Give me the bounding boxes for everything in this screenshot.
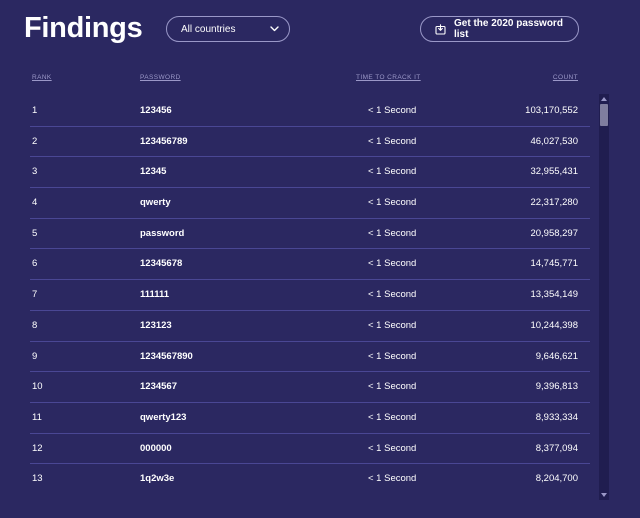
password-cell: 12345678: [140, 258, 183, 270]
chevron-down-icon: [269, 24, 279, 34]
table-row: 5 password < 1 Second 20,958,297: [30, 219, 590, 250]
table-body: 1 123456 < 1 Second 103,170,552 2 123456…: [30, 96, 590, 494]
count-cell: 103,170,552: [525, 105, 578, 116]
password-cell: 123456789: [140, 135, 188, 147]
rank-cell: 6: [32, 258, 38, 270]
download-icon: [435, 23, 446, 35]
table-header: Rank Password Time to crack it Count: [30, 66, 590, 96]
rank-cell: 11: [32, 411, 42, 423]
count-cell: 14,745,771: [530, 258, 578, 270]
time-cell: < 1 Second: [368, 135, 417, 147]
password-cell: 000000: [140, 442, 172, 454]
column-header-time[interactable]: Time to crack it: [356, 74, 421, 81]
table-row: 9 1234567890 < 1 Second 9,646,621: [30, 342, 590, 373]
findings-table: Rank Password Time to crack it Count 1 1…: [30, 66, 590, 494]
count-cell: 9,396,813: [535, 381, 578, 393]
column-header-rank[interactable]: Rank: [32, 74, 52, 81]
get-password-list-button[interactable]: Get the 2020 password list: [420, 16, 579, 42]
table-row: 1 123456 < 1 Second 103,170,552: [30, 96, 590, 127]
rank-cell: 5: [32, 227, 38, 239]
count-cell: 32,955,431: [530, 166, 578, 178]
count-cell: 8,377,094: [535, 442, 578, 454]
time-cell: < 1 Second: [368, 105, 417, 116]
password-cell: 123123: [140, 319, 172, 331]
time-cell: < 1 Second: [368, 289, 417, 301]
table-row: 12 000000 < 1 Second 8,377,094: [30, 434, 590, 465]
count-cell: 9,646,621: [535, 350, 578, 362]
password-cell: qwerty: [140, 197, 171, 209]
table-row: 2 123456789 < 1 Second 46,027,530: [30, 127, 590, 158]
table-row: 13 1q2w3e < 1 Second 8,204,700: [30, 464, 590, 494]
column-header-count[interactable]: Count: [552, 74, 578, 81]
password-cell: password: [140, 227, 185, 239]
country-select-value: All countries: [181, 23, 236, 35]
password-cell: 123456: [140, 105, 172, 116]
get-password-list-label: Get the 2020 password list: [454, 18, 563, 40]
count-cell: 20,958,297: [530, 227, 578, 239]
table-row: 4 qwerty < 1 Second 22,317,280: [30, 188, 590, 219]
count-cell: 10,244,398: [530, 319, 578, 331]
time-cell: < 1 Second: [368, 473, 417, 485]
time-cell: < 1 Second: [368, 197, 417, 209]
password-cell: 1234567890: [140, 350, 193, 362]
column-header-password[interactable]: Password: [140, 74, 181, 81]
rank-cell: 12: [32, 442, 43, 454]
scrollbar-thumb[interactable]: [600, 104, 608, 126]
time-cell: < 1 Second: [368, 166, 417, 178]
time-cell: < 1 Second: [368, 411, 417, 423]
count-cell: 46,027,530: [530, 135, 578, 147]
table-row: 8 123123 < 1 Second 10,244,398: [30, 311, 590, 342]
vertical-scrollbar[interactable]: [599, 94, 609, 500]
rank-cell: 1: [32, 105, 38, 116]
count-cell: 8,204,700: [535, 473, 578, 485]
time-cell: < 1 Second: [368, 258, 417, 270]
password-cell: qwerty123: [140, 411, 187, 423]
rank-cell: 3: [32, 166, 38, 178]
table-row: 10 1234567 < 1 Second 9,396,813: [30, 372, 590, 403]
time-cell: < 1 Second: [368, 227, 417, 239]
count-cell: 8,933,334: [535, 411, 578, 423]
table-row: 11 qwerty123 < 1 Second 8,933,334: [30, 403, 590, 434]
rank-cell: 13: [32, 473, 43, 485]
country-select[interactable]: All countries: [166, 16, 290, 42]
rank-cell: 2: [32, 135, 38, 147]
rank-cell: 8: [32, 319, 38, 331]
time-cell: < 1 Second: [368, 319, 417, 331]
password-cell: 1q2w3e: [140, 473, 175, 485]
rank-cell: 9: [32, 350, 38, 362]
password-cell: 12345: [140, 166, 167, 178]
password-cell: 1234567: [140, 381, 177, 393]
rank-cell: 10: [32, 381, 43, 393]
table-row: 7 111111 < 1 Second 13,354,149: [30, 280, 590, 311]
scroll-down-arrow-icon[interactable]: [599, 490, 609, 500]
password-cell: 111111: [140, 289, 170, 301]
time-cell: < 1 Second: [368, 442, 417, 454]
time-cell: < 1 Second: [368, 350, 417, 362]
count-cell: 22,317,280: [530, 197, 578, 209]
rank-cell: 4: [32, 197, 38, 209]
table-row: 3 12345 < 1 Second 32,955,431: [30, 157, 590, 189]
count-cell: 13,354,149: [530, 289, 578, 301]
rank-cell: 7: [32, 289, 38, 301]
page-title: Findings: [24, 12, 143, 44]
time-cell: < 1 Second: [368, 381, 417, 393]
table-row: 6 12345678 < 1 Second 14,745,771: [30, 249, 590, 281]
page-header: Findings All countries Get the 2020 pass…: [0, 0, 640, 60]
scroll-up-arrow-icon[interactable]: [599, 94, 609, 104]
